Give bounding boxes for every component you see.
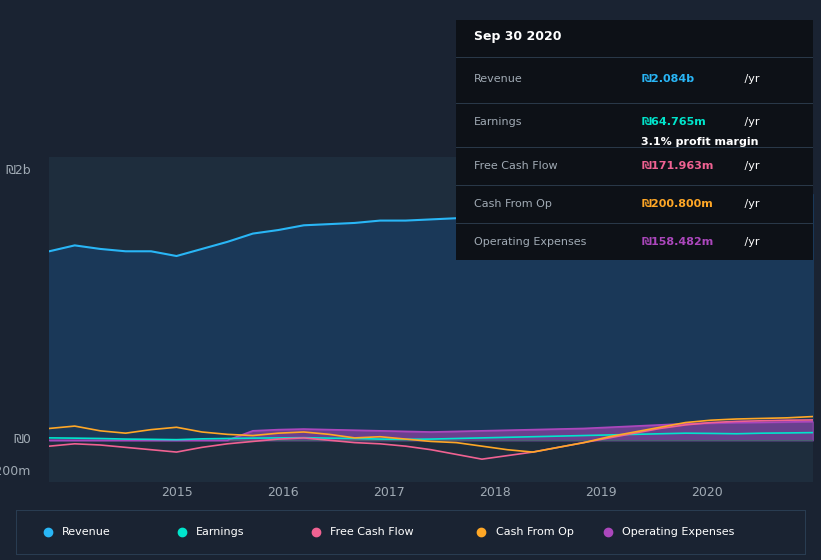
Text: Revenue: Revenue: [62, 527, 111, 537]
Text: Sep 30 2020: Sep 30 2020: [474, 30, 561, 43]
Text: Cash From Op: Cash From Op: [496, 527, 574, 537]
Text: ₪0: ₪0: [13, 433, 31, 446]
Text: Revenue: Revenue: [474, 73, 522, 83]
Text: /yr: /yr: [741, 237, 760, 248]
Text: Cash From Op: Cash From Op: [474, 199, 552, 209]
Text: ₪171.963m: ₪171.963m: [641, 161, 713, 171]
Text: ₪200.800m: ₪200.800m: [641, 199, 713, 209]
Text: -₪200m: -₪200m: [0, 465, 31, 478]
Text: Operating Expenses: Operating Expenses: [474, 237, 586, 248]
Text: 3.1% profit margin: 3.1% profit margin: [641, 137, 759, 147]
Text: Free Cash Flow: Free Cash Flow: [474, 161, 557, 171]
Text: ₪2b: ₪2b: [6, 164, 31, 178]
Text: Operating Expenses: Operating Expenses: [621, 527, 734, 537]
Text: /yr: /yr: [741, 117, 760, 127]
Text: Earnings: Earnings: [474, 117, 522, 127]
Text: /yr: /yr: [741, 199, 760, 209]
Text: ₪2.084b: ₪2.084b: [641, 73, 695, 83]
Text: Free Cash Flow: Free Cash Flow: [330, 527, 414, 537]
Text: /yr: /yr: [741, 161, 760, 171]
Text: /yr: /yr: [741, 73, 760, 83]
Text: ₪64.765m: ₪64.765m: [641, 117, 706, 127]
Text: Earnings: Earnings: [196, 527, 245, 537]
Text: ₪158.482m: ₪158.482m: [641, 237, 713, 248]
